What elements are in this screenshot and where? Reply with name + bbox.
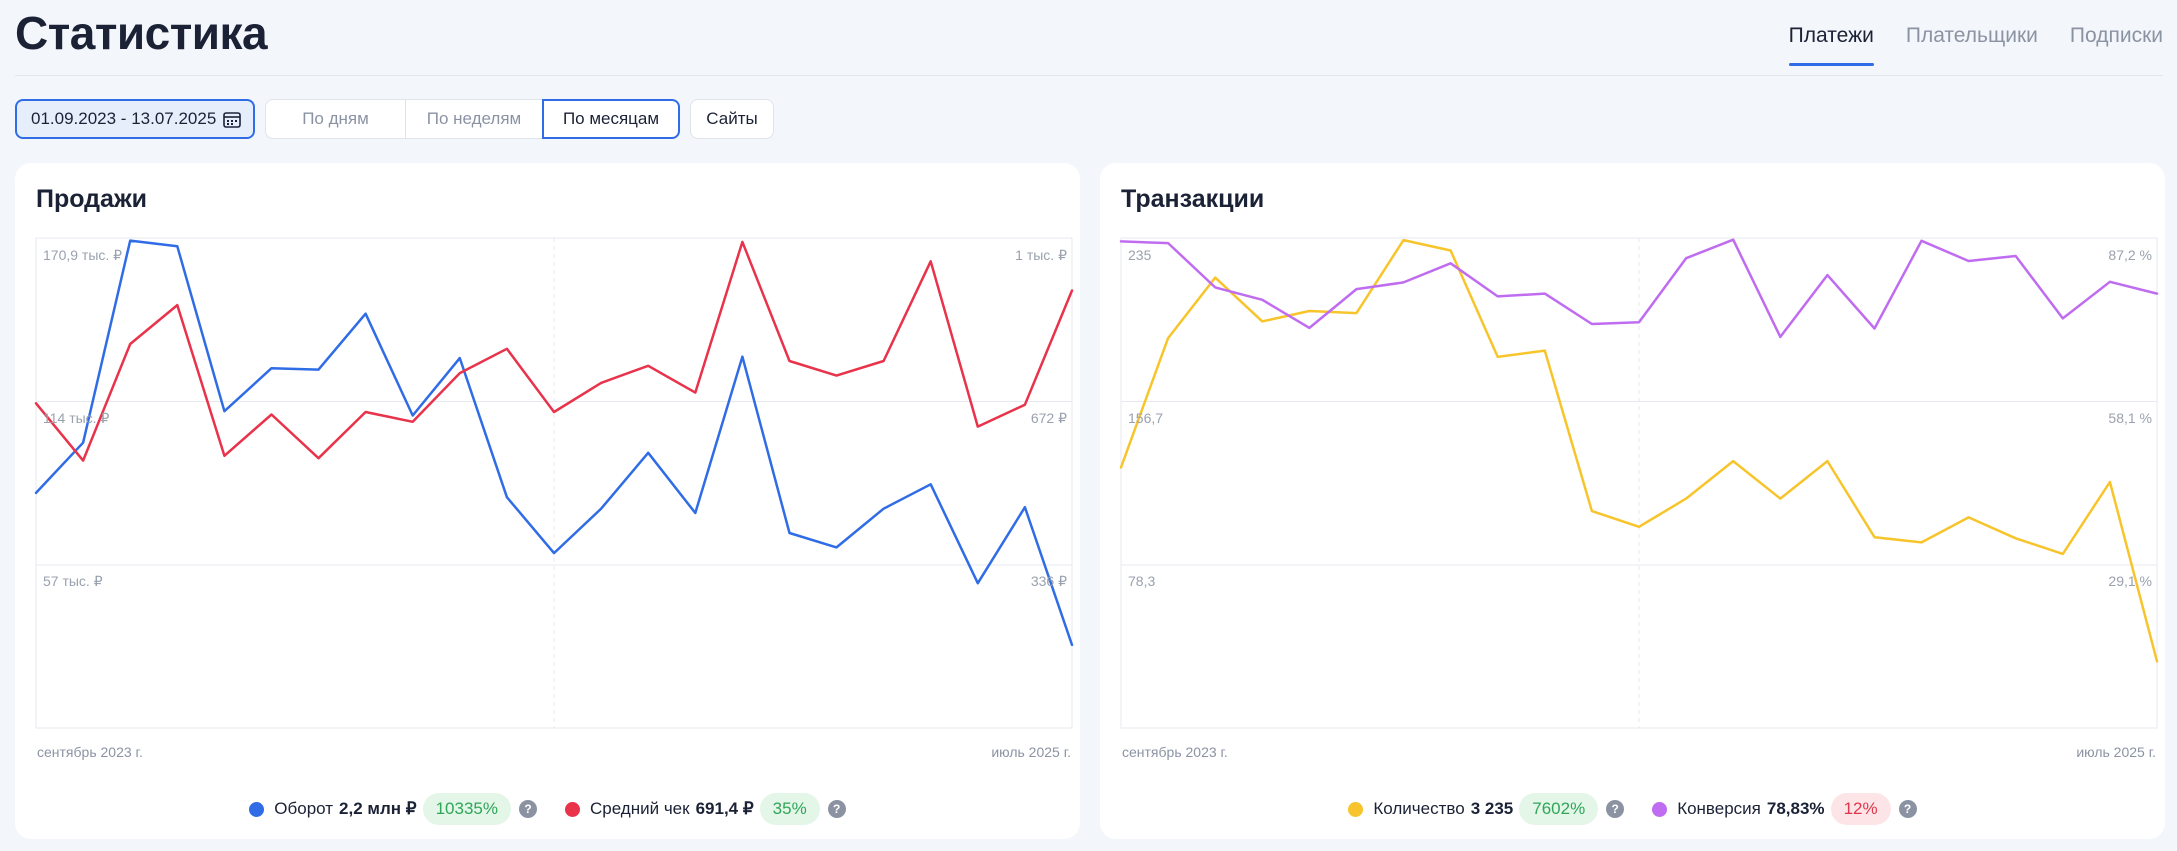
legend-item-turnover[interactable]: Оборот 2,2 млн ₽ 10335% ? [249,793,537,825]
sales-chart: 170,9 тыс. ₽ 114 тыс. ₽ 57 тыс. ₽ 1 тыс. ₽ 6… [34,237,1074,760]
transactions-chart-title: Транзакции [1121,185,1265,213]
help-icon[interactable]: ? [1898,800,1917,818]
tab-bar: Платежи Плательщики Подписки [1788,24,2163,66]
date-range-picker[interactable]: 01.09.2023 - 13.07.2025 [15,99,255,139]
group-by-days-button[interactable]: По дням [265,99,405,139]
series-line-0 [34,239,1074,647]
y-tick-right: 672 ₽ [1031,410,1067,426]
x-tick-start: сентябрь 2023 г. [37,744,143,760]
series-line-0 [1119,238,2159,663]
y-tick-right: 87,2 % [2108,247,2152,263]
legend-item-avg-check[interactable]: Средний чек 691,4 ₽ 35% ? [564,793,846,825]
sales-card: Продажи 170,9 тыс. ₽114 тыс. ₽57 тыс. ₽1… [15,163,1080,839]
legend-dot-avg-check [564,801,580,817]
series-line-1 [1119,238,2159,339]
legend-value-avg-check: 691,4 ₽ [695,799,754,818]
toolbar: 01.09.2023 - 13.07.2025 По дням По недел… [15,99,774,139]
y-tick-left: 235 [1128,247,1152,263]
sites-button[interactable]: Сайты [690,99,774,139]
group-by-months-button[interactable]: По месяцам [542,99,680,139]
tab-payments[interactable]: Платежи [1788,24,1875,66]
legend-value-turnover: 2,2 млн ₽ [339,799,417,818]
series-line-1 [34,240,1074,462]
y-tick-left: 156,7 [1128,410,1163,426]
y-tick-left: 170,9 тыс. ₽ [43,247,122,263]
date-range-value: 01.09.2023 - 13.07.2025 [31,109,217,128]
transactions-legend: Количество 3 235 7602% ? Конверсия 78,83… [1100,793,2165,825]
tab-payers[interactable]: Плательщики [1905,24,2038,47]
legend-item-count[interactable]: Количество 3 235 7602% ? [1348,793,1625,825]
sales-chart-title: Продажи [36,185,148,213]
legend-label-count: Количество [1373,799,1465,818]
y-tick-right: 29,1 % [2108,573,2152,589]
sales-legend: Оборот 2,2 млн ₽ 10335% ? Средний чек 69… [15,793,1080,825]
legend-label-avg-check: Средний чек [589,799,690,818]
transactions-chart: 235 156,7 78,3 87,2 % 58,1 % 29,1 % сентябрь 2… [1119,237,2159,760]
legend-change-badge-conversion: 12% [1830,793,1891,825]
help-icon[interactable]: ? [518,800,537,818]
calendar-icon [223,111,241,128]
legend-value-count: 3 235 [1470,799,1514,818]
x-tick-start: сентябрь 2023 г. [1122,744,1228,760]
legend-dot-conversion [1652,801,1668,817]
legend-item-conversion[interactable]: Конверсия 78,83% 12% ? [1652,793,1917,825]
transactions-card: Транзакции 235 156,7 78,3 87,2 % 58,1 % 29,1 … [1100,163,2165,839]
legend-value-conversion: 78,83% [1766,799,1825,818]
y-tick-left: 114 тыс. ₽ [43,410,109,426]
legend-change-badge-turnover: 10335% [422,793,511,825]
legend-change-badge-avg-check: 35% [759,793,820,825]
legend-change-badge-count: 7602% [1519,793,1599,825]
help-icon[interactable]: ? [1606,800,1625,818]
help-icon[interactable]: ? [827,800,846,818]
y-tick-right: 336 ₽ [1031,573,1067,589]
page-title: Статистика [15,7,268,59]
header-divider [15,75,2163,76]
y-tick-right: 58,1 % [2108,410,2152,426]
legend-label-conversion: Конверсия [1677,799,1761,818]
y-tick-right: 1 тыс. ₽ [1015,247,1067,263]
legend-dot-turnover [249,801,265,817]
group-by-weeks-button[interactable]: По неделям [405,99,542,139]
group-by-segmented-control: По дням По неделям По месяцам [265,99,680,139]
x-tick-end: июль 2025 г. [2076,744,2156,760]
legend-label-turnover: Оборот [274,799,334,818]
tab-subscriptions[interactable]: Подписки [2069,24,2163,47]
y-tick-left: 57 тыс. ₽ [43,573,103,589]
legend-dot-count [1348,801,1364,817]
x-tick-end: июль 2025 г. [991,744,1071,760]
y-tick-left: 78,3 [1128,573,1155,589]
